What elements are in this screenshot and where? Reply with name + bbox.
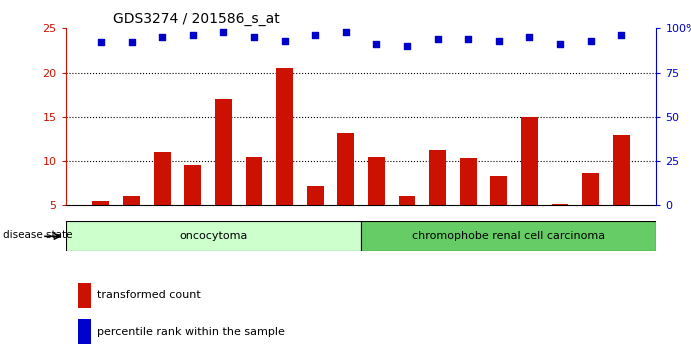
Point (248, 34, 259, 40)
Point (616, 33, 627, 38)
Text: percentile rank within the sample: percentile rank within the sample (97, 327, 285, 337)
Point (157, 34, 168, 40)
Point (371, 41, 382, 47)
Text: oncocytoma: oncocytoma (179, 231, 247, 241)
Bar (245, 156, 263, 250)
Bar (460, 158, 477, 250)
Bar (77, 283, 91, 308)
Text: transformed count: transformed count (97, 290, 200, 300)
Text: chromophobe renal cell carcinoma: chromophobe renal cell carcinoma (413, 231, 605, 241)
Point (279, 38, 290, 44)
Point (310, 33, 321, 38)
Bar (215, 99, 231, 250)
Bar (551, 204, 569, 250)
Bar (276, 68, 293, 250)
Point (401, 43, 413, 49)
Bar (307, 186, 323, 250)
Bar (521, 117, 538, 250)
Bar (123, 196, 140, 250)
Point (493, 38, 504, 44)
Point (218, 29, 229, 35)
Bar (613, 135, 630, 250)
Text: disease state: disease state (3, 230, 73, 240)
Point (524, 34, 535, 40)
Bar (361, 221, 656, 251)
Bar (184, 166, 201, 250)
Bar (368, 156, 385, 250)
Bar (93, 201, 109, 250)
Point (340, 29, 351, 35)
Bar (66, 221, 361, 251)
Text: GDS3274 / 201586_s_at: GDS3274 / 201586_s_at (113, 12, 280, 26)
Bar (582, 173, 599, 250)
Point (554, 41, 565, 47)
Point (432, 36, 443, 42)
Bar (491, 176, 507, 250)
Point (95, 40, 106, 45)
Bar (153, 152, 171, 250)
Bar (399, 196, 415, 250)
Point (585, 38, 596, 44)
Bar (77, 319, 91, 344)
Point (187, 33, 198, 38)
Point (126, 40, 137, 45)
Bar (337, 133, 354, 250)
Bar (429, 149, 446, 250)
Point (463, 36, 474, 42)
